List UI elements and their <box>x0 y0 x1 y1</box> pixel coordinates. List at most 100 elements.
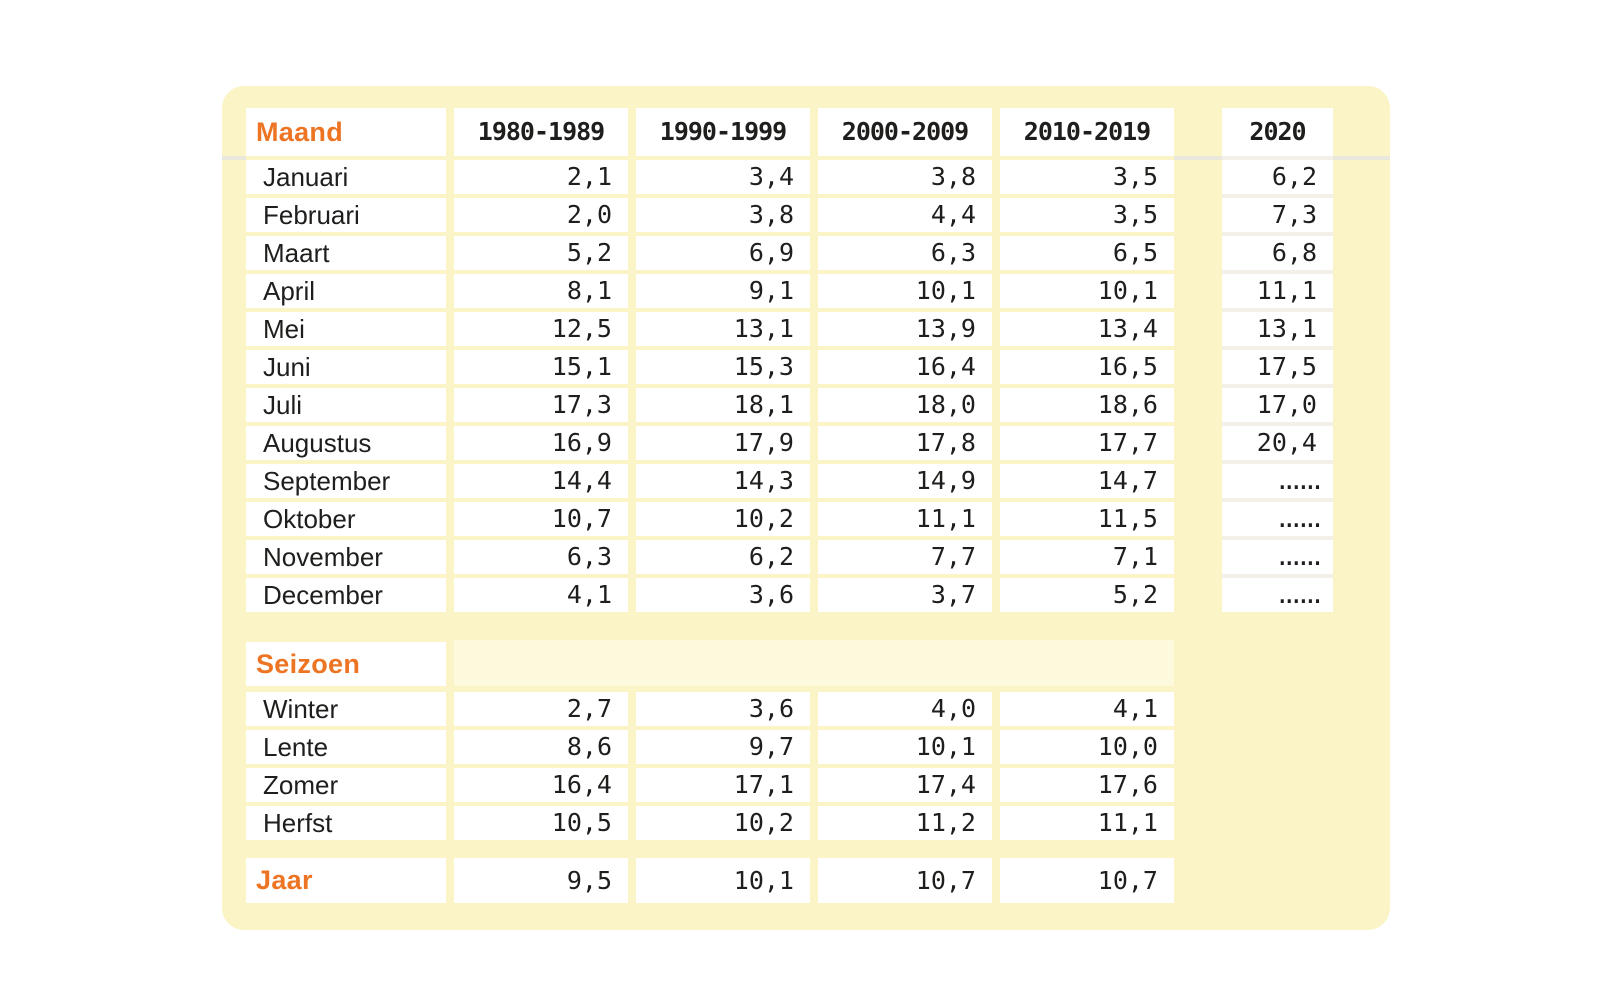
month-value-2020-cell: 6,8 <box>1222 236 1333 270</box>
month-value-cell: 11,1 <box>818 502 992 536</box>
season-value-cell: 10,0 <box>1000 730 1174 764</box>
month-value-2020-cell: ...... <box>1222 540 1333 574</box>
month-value-cell: 3,4 <box>636 160 810 194</box>
month-value-cell: 6,3 <box>818 236 992 270</box>
season-value-cell: 16,4 <box>454 768 628 802</box>
season-value-cell: 9,7 <box>636 730 810 764</box>
month-value-cell: 3,6 <box>636 578 810 612</box>
month-value-2020-cell: ...... <box>1222 502 1333 536</box>
month-value-cell: 17,3 <box>454 388 628 422</box>
column-header-2020: 2020 <box>1222 108 1333 156</box>
month-value-cell: 18,6 <box>1000 388 1174 422</box>
year-value-cell: 10,7 <box>1000 858 1174 903</box>
month-value-cell: 3,8 <box>818 160 992 194</box>
month-value-cell: 3,7 <box>818 578 992 612</box>
column-header-1980-1989: 1980-1989 <box>454 108 628 156</box>
month-value-cell: 14,4 <box>454 464 628 498</box>
month-value-cell: 2,1 <box>454 160 628 194</box>
month-value-cell: 16,4 <box>818 350 992 384</box>
month-value-2020-cell: 11,1 <box>1222 274 1333 308</box>
month-value-cell: 10,1 <box>818 274 992 308</box>
year-value-cell: 10,1 <box>636 858 810 903</box>
month-value-2020-cell: 13,1 <box>1222 312 1333 346</box>
month-value-cell: 16,9 <box>454 426 628 460</box>
month-label: November <box>246 540 446 574</box>
month-value-cell: 18,0 <box>818 388 992 422</box>
month-value-cell: 6,9 <box>636 236 810 270</box>
month-value-cell: 3,5 <box>1000 160 1174 194</box>
month-label: Februari <box>246 198 446 232</box>
season-value-cell: 11,2 <box>818 806 992 840</box>
season-value-cell: 11,1 <box>1000 806 1174 840</box>
seizoen-row-band <box>454 640 1174 686</box>
jaar-row-header: Jaar <box>246 858 446 903</box>
season-value-cell: 17,4 <box>818 768 992 802</box>
month-value-cell: 15,1 <box>454 350 628 384</box>
month-value-cell: 12,5 <box>454 312 628 346</box>
year-value-cell: 9,5 <box>454 858 628 903</box>
month-value-cell: 3,5 <box>1000 198 1174 232</box>
month-value-cell: 10,7 <box>454 502 628 536</box>
month-value-cell: 10,1 <box>1000 274 1174 308</box>
column-header-2000-2009: 2000-2009 <box>818 108 992 156</box>
month-label: September <box>246 464 446 498</box>
month-value-cell: 18,1 <box>636 388 810 422</box>
season-label: Lente <box>246 730 446 764</box>
season-value-cell: 10,2 <box>636 806 810 840</box>
seizoen-section-header: Seizoen <box>246 642 446 686</box>
month-label: Maart <box>246 236 446 270</box>
month-value-cell: 10,2 <box>636 502 810 536</box>
month-value-cell: 5,2 <box>454 236 628 270</box>
month-value-cell: 14,7 <box>1000 464 1174 498</box>
month-value-cell: 9,1 <box>636 274 810 308</box>
month-label: Mei <box>246 312 446 346</box>
month-value-cell: 15,3 <box>636 350 810 384</box>
season-label: Winter <box>246 692 446 726</box>
month-value-2020-cell: 7,3 <box>1222 198 1333 232</box>
month-label: April <box>246 274 446 308</box>
month-value-cell: 11,5 <box>1000 502 1174 536</box>
month-value-cell: 14,9 <box>818 464 992 498</box>
month-value-cell: 5,2 <box>1000 578 1174 612</box>
month-value-cell: 17,7 <box>1000 426 1174 460</box>
month-value-cell: 13,9 <box>818 312 992 346</box>
month-label: Oktober <box>246 502 446 536</box>
maand-section-header: Maand <box>246 108 446 156</box>
month-value-2020-cell: 20,4 <box>1222 426 1333 460</box>
month-value-cell: 7,1 <box>1000 540 1174 574</box>
month-value-cell: 4,4 <box>818 198 992 232</box>
season-value-cell: 17,1 <box>636 768 810 802</box>
month-value-cell: 6,2 <box>636 540 810 574</box>
month-value-cell: 13,4 <box>1000 312 1174 346</box>
month-label: December <box>246 578 446 612</box>
season-value-cell: 3,6 <box>636 692 810 726</box>
column-header-1990-1999: 1990-1999 <box>636 108 810 156</box>
season-value-cell: 4,0 <box>818 692 992 726</box>
month-value-cell: 17,9 <box>636 426 810 460</box>
month-value-cell: 16,5 <box>1000 350 1174 384</box>
month-value-cell: 13,1 <box>636 312 810 346</box>
temperature-table-panel: Maand 1980-1989 1990-1999 2000-2009 2010… <box>222 86 1390 930</box>
month-value-2020-cell: ...... <box>1222 464 1333 498</box>
column-header-2010-2019: 2010-2019 <box>1000 108 1174 156</box>
season-value-cell: 10,1 <box>818 730 992 764</box>
season-value-cell: 10,5 <box>454 806 628 840</box>
month-value-cell: 3,8 <box>636 198 810 232</box>
month-value-cell: 17,8 <box>818 426 992 460</box>
month-label: Juli <box>246 388 446 422</box>
month-value-cell: 2,0 <box>454 198 628 232</box>
month-value-cell: 7,7 <box>818 540 992 574</box>
month-value-2020-cell: 17,0 <box>1222 388 1333 422</box>
season-label: Herfst <box>246 806 446 840</box>
month-label: Januari <box>246 160 446 194</box>
month-label: Juni <box>246 350 446 384</box>
month-value-cell: 6,5 <box>1000 236 1174 270</box>
season-label: Zomer <box>246 768 446 802</box>
season-value-cell: 4,1 <box>1000 692 1174 726</box>
header-shadow-left <box>222 156 246 160</box>
month-value-2020-cell: ...... <box>1222 578 1333 612</box>
month-value-cell: 6,3 <box>454 540 628 574</box>
month-value-cell: 4,1 <box>454 578 628 612</box>
month-value-cell: 8,1 <box>454 274 628 308</box>
